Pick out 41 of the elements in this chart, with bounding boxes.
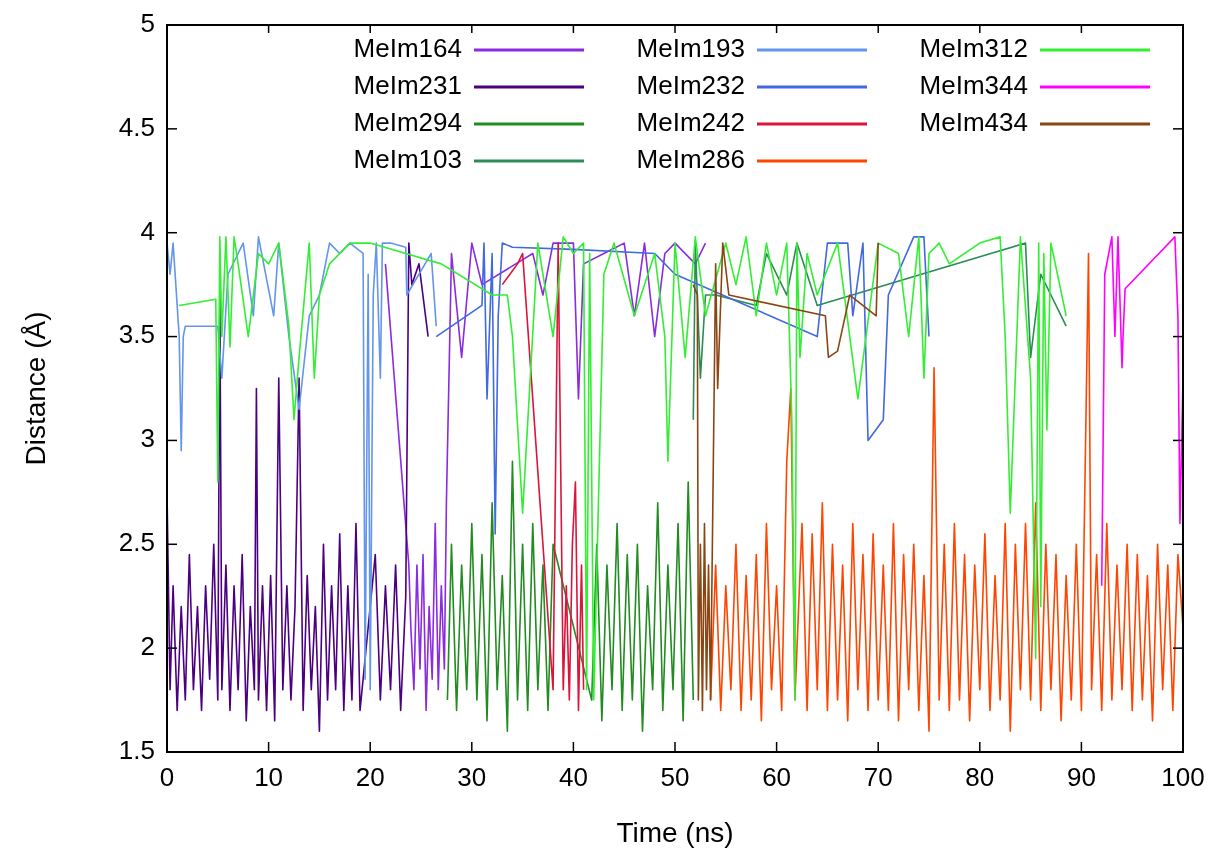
legend-label: MeIm242 — [636, 106, 745, 137]
x-tick-label: 20 — [355, 762, 385, 792]
line-series — [692, 242, 1067, 421]
x-tick-label: 40 — [558, 762, 588, 792]
y-tick-label: 4.5 — [118, 111, 155, 142]
y-tick-label: 2 — [140, 631, 155, 662]
y-tick-label: 1.5 — [118, 734, 155, 765]
x-tick-label: 50 — [660, 762, 690, 792]
y-tick-label: 3 — [140, 423, 155, 454]
legend-label: MeIm232 — [636, 69, 745, 100]
y-tick-label: 2.5 — [118, 527, 155, 558]
y-tick-label: 5 — [140, 7, 155, 38]
legend-label: MeIm231 — [353, 69, 462, 100]
line-series — [384, 242, 707, 712]
line-series — [178, 236, 1067, 701]
y-tick-label: 3.5 — [118, 319, 155, 350]
x-tick-label: 0 — [159, 762, 175, 792]
legend-label: MeIm286 — [636, 143, 745, 174]
line-series — [709, 252, 1183, 733]
line-series — [692, 242, 879, 712]
legend-label: MeIm103 — [353, 143, 462, 174]
x-tick-label: 60 — [762, 762, 792, 792]
line-series — [446, 460, 695, 733]
legend-label: MeIm164 — [353, 32, 462, 63]
legend-label: MeIm344 — [919, 69, 1028, 100]
x-tick-label: 70 — [863, 762, 893, 792]
x-tick-label: 90 — [1066, 762, 1096, 792]
x-tick-label: 80 — [965, 762, 995, 792]
y-tick-label: 4 — [140, 215, 155, 246]
legend-label: MeIm294 — [353, 106, 462, 137]
line-series — [435, 236, 930, 535]
line-series — [501, 242, 585, 712]
line-series — [1100, 236, 1183, 587]
legend-label: MeIm312 — [919, 32, 1028, 63]
x-tick-label: 100 — [1161, 762, 1205, 792]
x-axis-title: Time (ns) — [616, 817, 734, 848]
y-axis-title: Distance (Å) — [20, 311, 51, 466]
x-tick-label: 10 — [254, 762, 284, 792]
x-tick-label: 30 — [457, 762, 487, 792]
legend-label: MeIm193 — [636, 32, 745, 63]
legend-label: MeIm434 — [919, 106, 1028, 137]
